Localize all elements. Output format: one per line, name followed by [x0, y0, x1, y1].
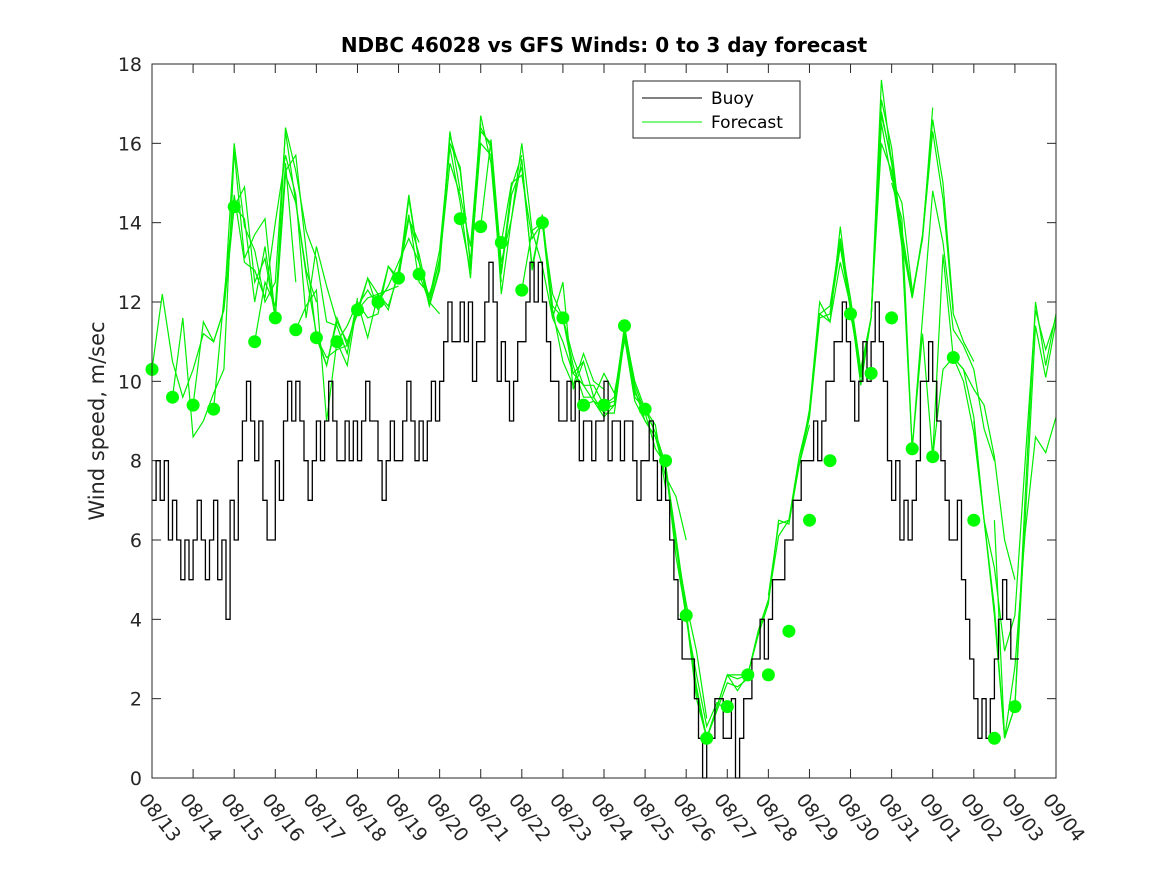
analysis-marker-39	[967, 513, 981, 527]
analysis-marker-30	[782, 624, 796, 638]
analysis-marker-23	[638, 402, 652, 416]
analysis-marker-31	[803, 513, 816, 527]
forecast-line-16	[500, 174, 626, 399]
y-tick-label: 2	[130, 689, 142, 711]
y-tick-label: 14	[118, 213, 142, 235]
analysis-marker-19	[556, 311, 570, 325]
analysis-marker-17	[515, 283, 529, 297]
y-tick-labels: 0 2 4 6 8 10 12 14 16 18	[118, 54, 142, 790]
forecast-line-15	[480, 139, 605, 390]
forecast-line-14	[459, 129, 584, 375]
analysis-marker-32	[823, 454, 837, 468]
analysis-marker-14	[453, 212, 467, 226]
legend: Buoy Forecast	[632, 80, 801, 139]
analysis-marker-13	[412, 267, 426, 281]
analysis-marker-16	[494, 236, 508, 249]
analysis-marker-4	[227, 200, 241, 214]
analysis-marker-40	[987, 731, 1001, 745]
forecast-line-13	[418, 125, 543, 305]
analysis-marker-29	[761, 668, 775, 682]
analysis-marker-5	[248, 335, 262, 349]
legend-label-forecast: Forecast	[711, 113, 783, 133]
analysis-marker-9	[330, 335, 344, 349]
analysis-marker-15	[474, 220, 488, 234]
analysis-marker-18	[535, 216, 549, 230]
analysis-marker-3	[207, 402, 221, 416]
legend-box	[632, 80, 801, 139]
forecast-line-11	[377, 115, 502, 309]
y-tick-label: 4	[130, 609, 142, 631]
analysis-marker-1	[166, 390, 179, 404]
analysis-marker-26	[700, 731, 714, 745]
y-tick-label: 6	[130, 530, 142, 552]
forecast-line-3	[213, 155, 338, 410]
buoy-line-group	[152, 261, 1019, 779]
analysis-marker-33	[844, 307, 857, 321]
analysis-marker-22	[618, 319, 631, 333]
analysis-marker-35	[885, 311, 899, 325]
analysis-marker-25	[679, 608, 693, 622]
analysis-marker-41	[1008, 700, 1022, 714]
analysis-marker-20	[577, 398, 590, 412]
analysis-marker-12	[392, 271, 405, 285]
analysis-marker-10	[351, 303, 364, 317]
y-tick-label: 10	[118, 371, 142, 393]
forecast-line-36	[993, 301, 1057, 739]
analysis-marker-38	[946, 351, 960, 364]
forecast-line-31	[870, 143, 995, 461]
analysis-markers	[145, 200, 1022, 745]
legend-label-buoy: Buoy	[711, 89, 754, 109]
analysis-marker-7	[289, 323, 303, 337]
analysis-marker-27	[720, 700, 734, 714]
analysis-marker-37	[926, 450, 940, 464]
analysis-marker-2	[186, 398, 200, 412]
analysis-marker-34	[864, 366, 878, 380]
analysis-marker-28	[741, 668, 755, 682]
y-axis-label: Wind speed, m/sec	[85, 321, 109, 520]
y-tick-label: 12	[118, 292, 142, 314]
analysis-marker-8	[309, 331, 323, 345]
analysis-marker-24	[659, 454, 673, 468]
y-tick-label: 8	[130, 451, 142, 473]
analysis-marker-11	[371, 295, 385, 309]
analysis-marker-36	[905, 442, 919, 456]
analysis-marker-21	[597, 398, 611, 412]
buoy-line	[152, 261, 1019, 779]
y-tick-label: 0	[130, 768, 142, 790]
y-tick-label: 16	[118, 133, 142, 155]
y-tick-label: 18	[118, 54, 142, 76]
plot-frame	[151, 63, 1057, 779]
chart-title: NDBC 46028 vs GFS Winds: 0 to 3 day fore…	[341, 33, 868, 57]
forecast-line-10	[357, 123, 482, 311]
analysis-marker-6	[268, 311, 282, 325]
forecast-line-4	[233, 127, 359, 356]
